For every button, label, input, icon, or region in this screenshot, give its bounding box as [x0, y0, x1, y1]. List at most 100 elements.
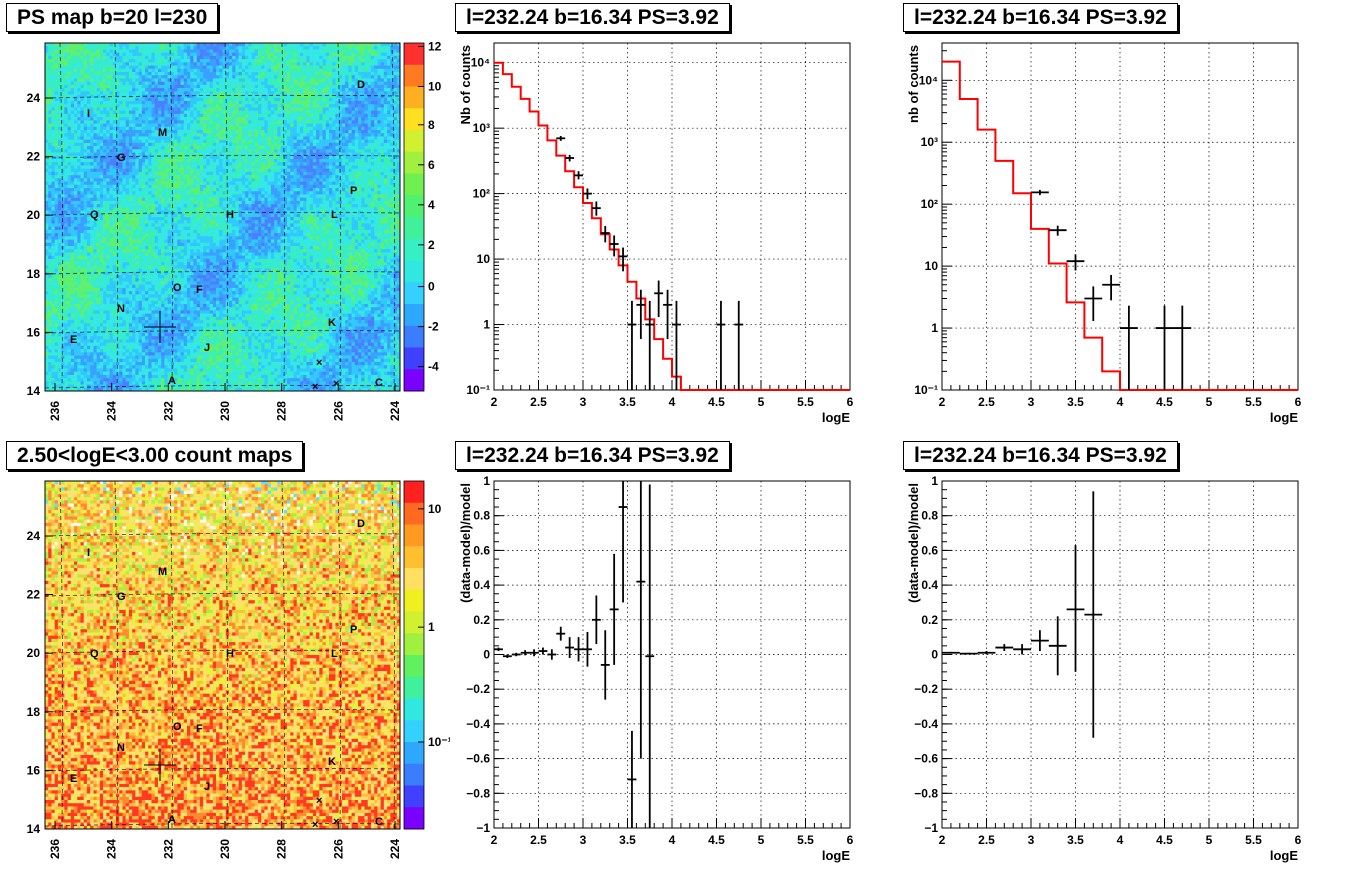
map-pixel: [348, 43, 352, 47]
map-pixel: [351, 65, 356, 70]
map-pixel: [138, 159, 143, 163]
map-pixel: [203, 94, 207, 99]
map-pixel: [251, 120, 256, 124]
map-pixel: [77, 171, 81, 176]
map-pixel: [377, 126, 381, 131]
map-pixel: [167, 126, 172, 131]
map-pixel: [151, 168, 156, 173]
map-pixel: [51, 84, 55, 89]
map-pixel: [48, 146, 52, 150]
map-pixel: [148, 59, 152, 63]
map-pixel: [329, 178, 333, 182]
map-pixel: [93, 159, 97, 163]
map-pixel: [235, 139, 239, 144]
map-pixel: [125, 59, 130, 63]
map-pixel: [54, 75, 59, 79]
map-pixel: [187, 120, 191, 124]
map-pixel: [167, 59, 172, 63]
map-pixel: [299, 165, 304, 169]
map-pixel: [380, 152, 385, 157]
map-pixel: [216, 68, 220, 73]
map-pixel: [222, 126, 227, 131]
map-pixel: [254, 97, 259, 102]
map-pixel: [206, 88, 210, 92]
map-pixel: [164, 75, 168, 79]
map-pixel: [312, 84, 317, 89]
map-pixel: [370, 55, 375, 60]
map-pixel: [274, 133, 278, 137]
map-pixel: [96, 110, 101, 115]
map-pixel: [361, 123, 365, 128]
map-pixel: [248, 68, 252, 73]
map-pixel: [151, 62, 156, 66]
map-pixel: [345, 94, 349, 99]
map-pixel: [351, 117, 356, 121]
map-pixel: [164, 126, 168, 131]
map-pixel: [264, 146, 268, 150]
map-pixel: [364, 142, 369, 147]
map-pixel: [177, 155, 181, 160]
map-pixel: [190, 184, 194, 189]
map-pixel: [235, 113, 239, 118]
map-pixel: [164, 188, 168, 192]
map-pixel: [161, 136, 165, 140]
map-pixel: [387, 162, 391, 166]
map-pixel: [306, 62, 310, 66]
map-pixel: [64, 65, 68, 70]
map-pixel: [312, 142, 317, 147]
map-pixel: [261, 181, 265, 186]
map-pixel: [190, 136, 194, 140]
map-pixel: [345, 68, 349, 73]
map-pixel: [332, 104, 336, 108]
map-pixel: [329, 155, 333, 160]
map-pixel: [251, 65, 256, 70]
map-pixel: [106, 123, 110, 128]
map-pixel: [319, 81, 323, 86]
map-pixel: [116, 52, 120, 57]
map-pixel: [280, 149, 285, 153]
map-pixel: [277, 133, 281, 137]
map-pixel: [238, 181, 243, 186]
map-pixel: [135, 168, 139, 173]
map-pixel: [203, 117, 207, 121]
map-pixel: [364, 46, 369, 50]
map-pixel: [96, 126, 101, 131]
map-pixel: [157, 59, 162, 63]
map-pixel: [241, 142, 246, 147]
map-pixel: [196, 94, 201, 99]
map-pixel: [228, 97, 233, 102]
map-pixel: [390, 162, 394, 166]
map-pixel: [274, 171, 278, 176]
map-pixel: [267, 113, 272, 118]
map-pixel: [48, 168, 52, 173]
map-pixel: [319, 113, 323, 118]
map-pixel: [241, 113, 246, 118]
map-pixel: [61, 146, 65, 150]
map-pixel: [216, 104, 220, 108]
map-pixel: [187, 136, 191, 140]
map-pixel: [254, 84, 259, 89]
map-pixel: [393, 155, 398, 160]
map-pixel: [193, 113, 197, 118]
map-pixel: [199, 162, 204, 166]
map-pixel: [332, 117, 336, 121]
map-pixel: [219, 65, 223, 70]
map-pixel: [258, 68, 262, 73]
map-pixel: [70, 136, 75, 140]
map-pixel: [374, 107, 378, 111]
map-pixel: [122, 133, 126, 137]
map-pixel: [380, 162, 385, 166]
map-pixel: [99, 159, 104, 163]
map-pixel: [180, 136, 185, 140]
map-pixel: [387, 120, 391, 124]
map-pixel: [77, 91, 81, 95]
map-pixel: [245, 72, 249, 76]
map-pixel: [319, 178, 323, 182]
map-pixel: [254, 168, 259, 173]
map-pixel: [270, 159, 275, 163]
map-pixel: [174, 62, 178, 66]
map-pixel: [316, 162, 320, 166]
map-pixel: [157, 52, 162, 57]
map-pixel: [77, 175, 81, 179]
map-pixel: [283, 43, 288, 47]
